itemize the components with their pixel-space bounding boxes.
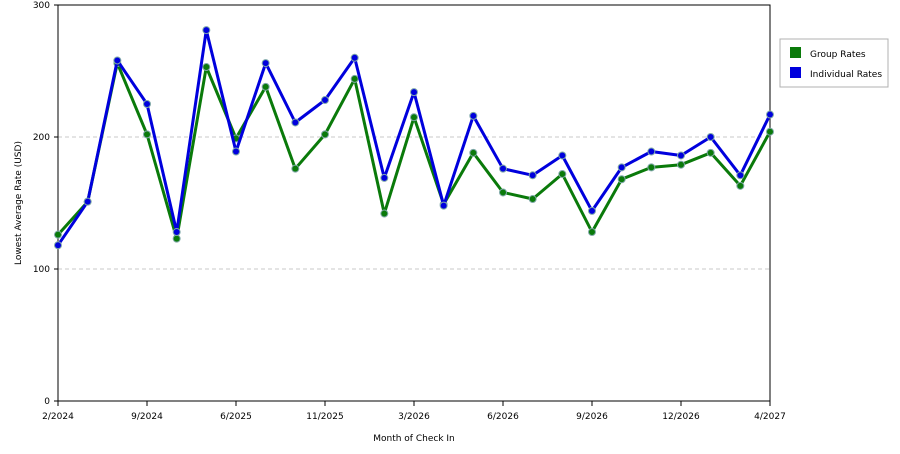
data-point-individual-rates — [113, 56, 122, 65]
data-point-group-rates — [54, 230, 62, 239]
data-point-individual-rates — [647, 147, 656, 156]
legend-label-group-rates: Group Rates — [810, 50, 866, 60]
axes — [57, 4, 771, 402]
grid-lines — [58, 136, 770, 270]
data-point-group-rates — [647, 163, 656, 172]
y-axis-ticks: 0 100 200 300 — [33, 1, 58, 407]
data-point-individual-rates — [291, 118, 300, 127]
data-point-group-rates — [677, 160, 685, 169]
x-tick-label: 6/2026 — [487, 412, 519, 422]
x-tick-label: 11/2025 — [306, 412, 343, 422]
data-point-individual-rates — [83, 197, 92, 206]
data-point-group-rates — [766, 127, 774, 136]
data-point-group-rates — [558, 169, 567, 178]
data-point-group-rates — [617, 175, 626, 184]
legend-label-individual-rates: Individual Rates — [810, 70, 882, 80]
legend-swatch-individual-rates — [790, 67, 801, 78]
y-axis-title: Lowest Average Rate (USD) — [14, 141, 24, 265]
data-point-individual-rates — [469, 111, 478, 120]
data-point-individual-rates — [261, 59, 270, 68]
data-point-individual-rates — [172, 228, 181, 237]
legend: Group Rates Individual Rates — [779, 38, 889, 88]
plot-area-border — [57, 4, 771, 402]
data-point-individual-rates — [617, 163, 626, 172]
data-point-group-rates — [469, 148, 478, 157]
data-point-group-rates — [202, 63, 211, 72]
data-point-individual-rates — [232, 147, 240, 156]
data-point-individual-rates — [439, 201, 448, 210]
data-point-group-rates — [736, 181, 745, 190]
legend-swatch-group-rates — [790, 47, 801, 58]
data-point-group-rates — [321, 130, 329, 139]
data-point-individual-rates — [380, 173, 389, 182]
x-tick-label: 6/2025 — [220, 412, 252, 422]
data-point-group-rates — [172, 234, 181, 243]
data-point-individual-rates — [410, 88, 418, 97]
data-point-group-rates — [143, 130, 151, 139]
y-tick-label: 100 — [33, 265, 50, 275]
data-point-individual-rates — [350, 53, 359, 62]
data-point-individual-rates — [202, 26, 211, 35]
data-point-individual-rates — [736, 171, 745, 180]
data-point-group-rates — [380, 209, 389, 218]
data-point-individual-rates — [143, 100, 151, 108]
data-point-individual-rates — [706, 133, 715, 141]
data-point-individual-rates — [528, 171, 537, 180]
x-tick-label: 9/2024 — [131, 412, 163, 422]
x-tick-label: 9/2026 — [576, 412, 608, 422]
x-tick-label: 4/2027 — [754, 412, 786, 422]
data-point-group-rates — [410, 113, 418, 122]
x-axis-ticks: 2/2024 9/2024 6/2025 11/2025 3/2026 6/2026 9/2… — [42, 401, 786, 422]
data-point-individual-rates — [321, 96, 329, 105]
data-point-individual-rates — [766, 110, 774, 119]
data-point-individual-rates — [588, 206, 596, 215]
data-point-group-rates — [350, 74, 359, 83]
data-point-group-rates — [291, 164, 300, 173]
x-axis-title: Month of Check In — [373, 434, 455, 444]
data-point-group-rates — [499, 188, 507, 197]
data-point-group-rates — [528, 195, 537, 204]
series-line-individual-rates — [56, 28, 772, 247]
x-tick-label: 2/2024 — [42, 412, 74, 422]
data-point-individual-rates — [677, 151, 685, 160]
x-tick-label: 3/2026 — [398, 412, 430, 422]
data-point-individual-rates — [54, 241, 62, 250]
data-point-group-rates — [261, 82, 270, 91]
data-point-individual-rates — [558, 151, 567, 160]
series-lines — [54, 26, 774, 250]
y-tick-label: 0 — [44, 397, 50, 407]
y-tick-label: 200 — [33, 133, 50, 143]
data-point-group-rates — [588, 228, 596, 237]
data-point-group-rates — [706, 148, 715, 157]
x-tick-label: 12/2026 — [662, 412, 700, 422]
data-point-individual-rates — [499, 164, 507, 173]
y-tick-label: 300 — [33, 1, 50, 11]
